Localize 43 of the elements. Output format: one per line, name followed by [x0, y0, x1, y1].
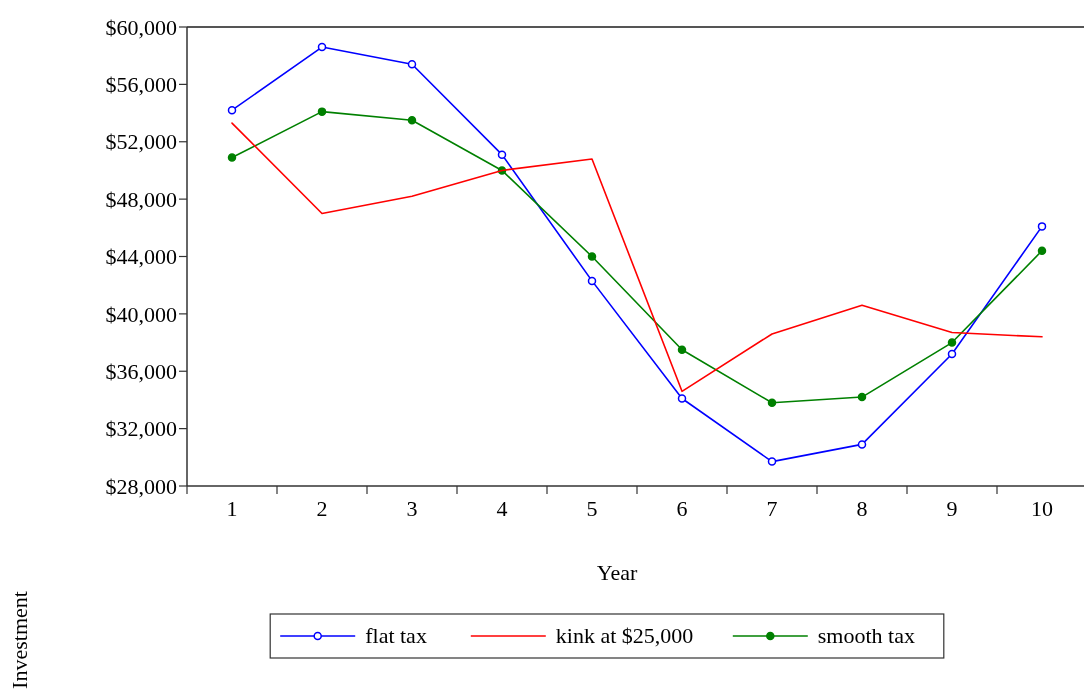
y-tick-label: $60,000 [105, 14, 177, 40]
x-tick-label: 7 [766, 496, 778, 521]
point [227, 153, 237, 162]
y-axis-title: Investment [7, 591, 32, 689]
x-tick-label: 8 [856, 496, 868, 521]
y-tick-label: $32,000 [105, 416, 177, 442]
point [767, 457, 777, 466]
point [587, 276, 597, 286]
x-tick-label: 10 [1031, 496, 1053, 521]
y-tick-label: $28,000 [105, 473, 177, 499]
legend-label: flat tax [365, 623, 427, 648]
point [317, 107, 327, 116]
point [947, 338, 957, 347]
legend-label: smooth tax [817, 623, 915, 648]
y-tick-label: $48,000 [105, 186, 177, 212]
x-tick-label: 1 [226, 496, 238, 521]
point [947, 349, 957, 359]
y-tick-label: $40,000 [105, 301, 177, 327]
y-tick-label: $56,000 [105, 72, 177, 98]
point [587, 252, 597, 261]
x-tick-label: 9 [946, 496, 958, 521]
y-tick-label: $52,000 [105, 129, 177, 155]
legend-label: kink at $25,000 [555, 623, 694, 648]
x-tick-label: 3 [406, 496, 418, 521]
point [497, 150, 507, 159]
point [767, 398, 777, 408]
point [677, 345, 687, 354]
point [1037, 246, 1047, 256]
point [677, 394, 687, 403]
x-tick-label: 5 [586, 496, 598, 521]
x-tick-label: 6 [676, 496, 688, 521]
point [227, 105, 237, 115]
y-tick-label: $44,000 [105, 244, 177, 270]
point [407, 115, 417, 125]
x-axis-title: Year [596, 560, 638, 585]
point [857, 440, 867, 449]
point [1037, 222, 1047, 231]
point [857, 392, 867, 402]
point [407, 60, 417, 69]
y-tick-label: $36,000 [105, 358, 177, 384]
x-tick-label: 2 [316, 496, 328, 521]
point [317, 42, 327, 52]
x-tick-label: 4 [496, 496, 508, 521]
